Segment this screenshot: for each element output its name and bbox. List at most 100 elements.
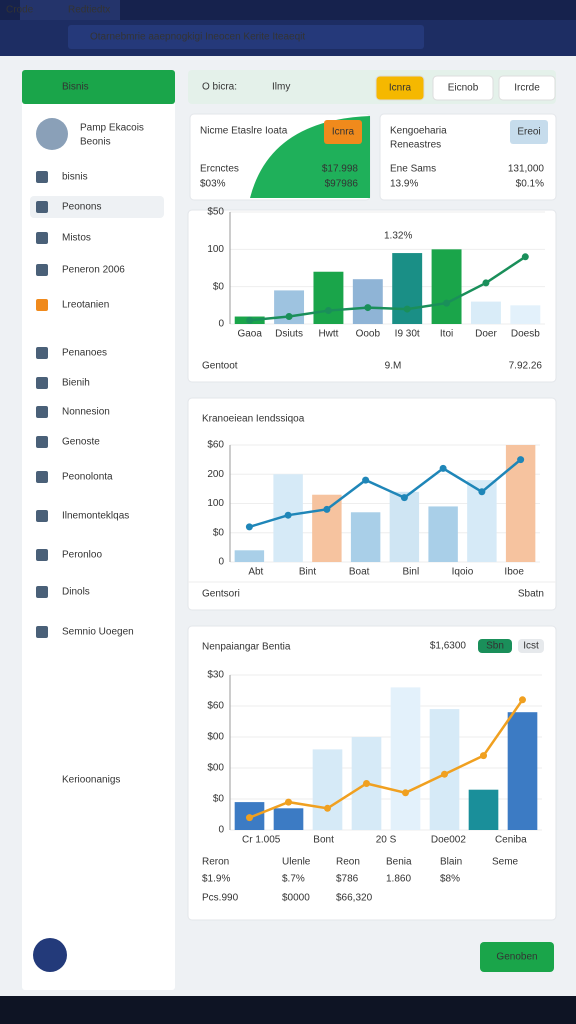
chart-title: Kranoeiean Iendssiqoa	[202, 414, 305, 425]
card-small: $17.998	[322, 164, 359, 175]
card-label: Ene Sams	[390, 164, 436, 175]
toolbar-button[interactable]	[432, 75, 494, 101]
y-tick-label: 100	[207, 244, 224, 255]
x-tick-label: Itoi	[440, 329, 453, 340]
x-tick-label: Doe002	[431, 835, 466, 846]
sidebar-icon	[36, 232, 48, 244]
action-button[interactable]	[480, 942, 554, 972]
x-tick-label: Dsiuts	[275, 329, 303, 340]
card-badge	[324, 120, 362, 144]
action-button-text[interactable]: Genoben	[496, 952, 537, 963]
card-title: Kengoeharia	[390, 126, 447, 137]
bar	[389, 491, 420, 562]
sidebar-footer: Kerioonanigs	[62, 775, 120, 786]
line-point	[324, 307, 332, 315]
bar	[431, 249, 462, 324]
stat-value: $1.9%	[202, 874, 230, 885]
address-bar[interactable]	[68, 25, 424, 49]
bar	[390, 687, 421, 830]
toolbar-button-text[interactable]: Ircrde	[514, 83, 540, 94]
stat-label: Reron	[202, 857, 229, 868]
fab[interactable]	[33, 938, 67, 972]
y-tick-label: $0	[213, 281, 225, 292]
sidebar-item[interactable]: Ilnemonteklqas	[62, 511, 129, 522]
bar	[510, 305, 541, 324]
sidebar-item[interactable]: Lreotanien	[62, 300, 109, 311]
sidebar-item[interactable]: Peronloo	[62, 550, 102, 561]
sidebar-item[interactable]: bisnis	[62, 172, 88, 183]
chart-footer: Gentsori	[202, 589, 240, 600]
sidebar-icon	[36, 299, 48, 311]
bar	[313, 271, 344, 324]
bar	[273, 808, 304, 830]
sidebar-icon	[36, 471, 48, 483]
toolbar-button-text[interactable]: Icnra	[389, 83, 412, 94]
toolbar-value: Ilmy	[272, 82, 290, 93]
bar	[312, 749, 343, 830]
bar	[505, 445, 536, 562]
toolbar-button-text[interactable]: Eicnob	[448, 83, 479, 94]
line-point	[324, 804, 331, 812]
toolbar-button[interactable]	[375, 75, 425, 101]
chart-value: $1,6300	[430, 641, 467, 652]
line-point	[245, 523, 253, 531]
line-point	[400, 494, 408, 502]
sidebar-item[interactable]: Genoste	[62, 437, 100, 448]
sidebar-item[interactable]: Bienih	[62, 378, 90, 389]
x-tick-label: Gaoa	[237, 329, 262, 340]
sidebar-icon	[36, 377, 48, 389]
sidebar-item[interactable]: Peonolonta	[62, 472, 113, 483]
sidebar-icon	[36, 406, 48, 418]
y-tick-label: $50	[207, 207, 224, 218]
badge-text: Icst	[523, 641, 539, 652]
line-point	[403, 305, 411, 313]
line-point	[285, 798, 292, 806]
x-tick-label: Bint	[299, 567, 316, 578]
badge	[478, 639, 512, 653]
sidebar-icon	[36, 436, 48, 448]
y-tick-label: 0	[218, 319, 224, 330]
y-tick-label: 200	[207, 469, 224, 480]
sidebar-item[interactable]: Peonons	[62, 202, 101, 213]
line-point	[323, 505, 331, 513]
toolbar-button[interactable]	[498, 75, 556, 101]
chart-footer: Gentoot	[202, 361, 238, 372]
sidebar-item[interactable]: Semnio Uoegen	[62, 627, 134, 638]
sidebar-item[interactable]: Mistos	[62, 233, 91, 244]
y-tick-label: $60	[207, 440, 224, 451]
stat-label: Reon	[336, 857, 360, 868]
tab[interactable]	[20, 0, 120, 20]
card-label: Ercnctes	[200, 164, 239, 175]
y-tick-label: $00	[207, 763, 224, 774]
bar	[392, 253, 423, 324]
x-tick-label: Iqoio	[452, 567, 474, 578]
bar	[428, 506, 458, 562]
line-point	[246, 316, 254, 324]
y-tick-label: 0	[218, 557, 224, 568]
sidebar-item[interactable]: Dinols	[62, 587, 90, 598]
sidebar-item[interactable]: Penanoes	[62, 348, 107, 359]
tab-title: Crode	[6, 5, 34, 16]
sidebar-header[interactable]	[22, 70, 175, 104]
avatar	[36, 118, 68, 150]
chart-title: Nenpaiangar Bentia	[202, 642, 291, 653]
line-point	[521, 253, 529, 261]
card-badge-text: Icnra	[332, 127, 355, 138]
card-title: Nicme Etaslre Ioata	[200, 126, 288, 137]
y-tick-label: 0	[218, 825, 224, 836]
x-tick-label: 20 S	[376, 835, 397, 846]
sidebar-item[interactable]: Peneron 2006	[62, 265, 125, 276]
stat-value: 1.860	[386, 874, 411, 885]
stat-label: Seme	[492, 857, 519, 868]
profile-name: Pamp Ekacois	[80, 123, 144, 134]
card-value2: $97986	[325, 179, 359, 190]
stat-sub: Pcs.990	[202, 893, 239, 904]
sidebar-icon	[36, 171, 48, 183]
bar	[350, 512, 381, 562]
y-tick-label: $0	[213, 527, 225, 538]
stat-sub: $0000	[282, 893, 310, 904]
bar	[468, 789, 499, 830]
sidebar-item[interactable]: Nonnesion	[62, 407, 110, 418]
tab-title: Redtiedtx	[68, 5, 110, 16]
